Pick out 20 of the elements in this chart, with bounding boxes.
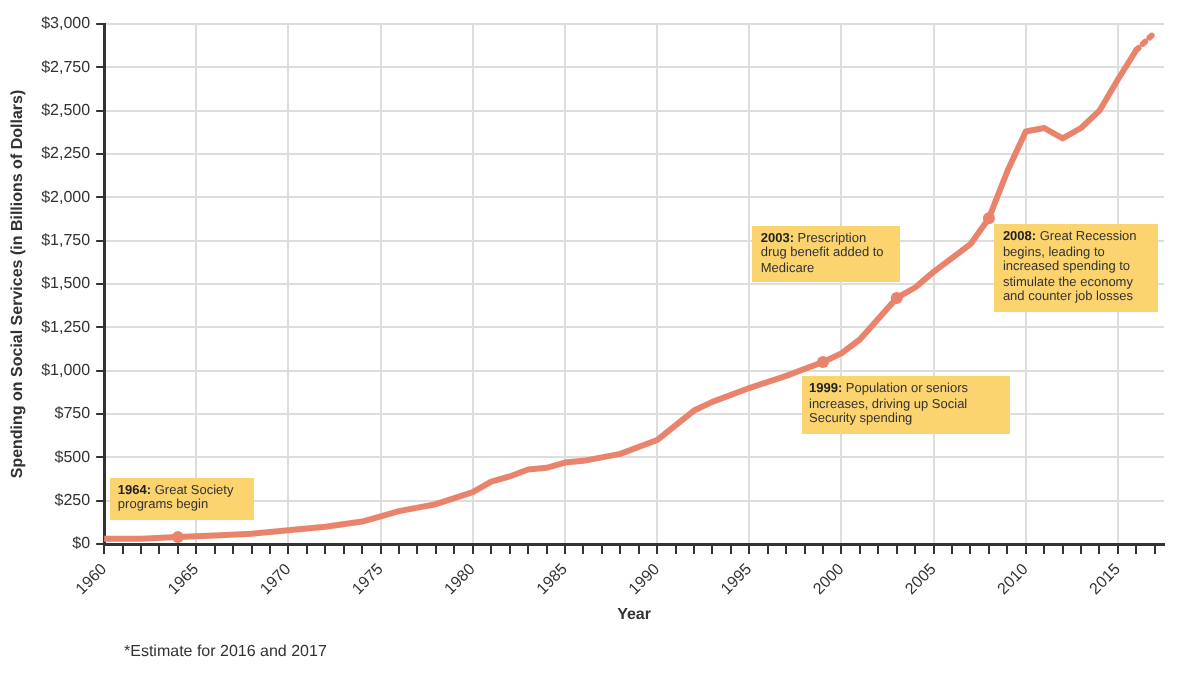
- y-tick-label: $2,250: [41, 144, 92, 163]
- text: *Estimate for 2016 and 2017: [124, 642, 327, 660]
- y-tick-label: $2,500: [41, 101, 92, 120]
- y-tick-label: $1,000: [41, 361, 92, 380]
- point: [171, 531, 184, 544]
- y-tick-label: $2,750: [41, 57, 92, 76]
- y-tick-label: $1,750: [41, 231, 92, 250]
- point: [982, 212, 995, 225]
- y-tick-label: $0: [72, 534, 92, 553]
- y-tick-label: $3,000: [41, 14, 92, 33]
- y-tick-label: $1,500: [41, 274, 92, 293]
- y-axis-title: Spending on Social Services (in Billions of Dollars): [8, 89, 27, 479]
- y-tick-label: $750: [54, 404, 92, 423]
- x-axis-title: Year: [617, 604, 651, 623]
- point: [890, 291, 903, 304]
- y-tick-label: $250: [54, 491, 92, 510]
- y-tick-label: $2,000: [41, 187, 92, 206]
- point: [817, 356, 829, 369]
- y-tick-label: $1,250: [41, 317, 92, 336]
- y-tick-label: $500: [54, 447, 92, 466]
